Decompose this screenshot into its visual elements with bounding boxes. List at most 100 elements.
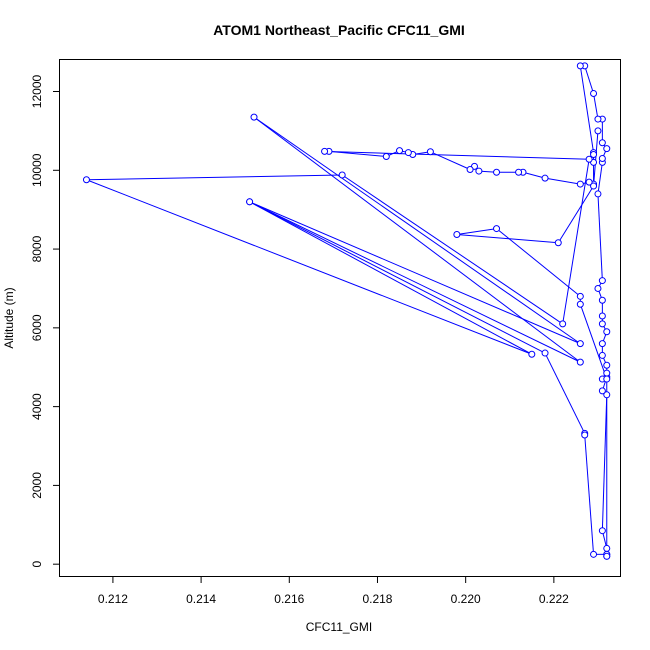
series-segment — [249, 201, 533, 355]
data-point — [404, 149, 412, 157]
series-segment — [579, 304, 608, 380]
series-segment — [253, 116, 581, 345]
data-point — [603, 328, 611, 336]
y-tick-label: 6000 — [30, 314, 44, 341]
data-point — [453, 230, 461, 238]
data-point — [82, 176, 90, 184]
series-segment — [557, 185, 594, 244]
data-point — [515, 168, 523, 176]
data-point — [581, 431, 589, 439]
x-axis: 0.212 0.214 0.216 0.218 0.220 0.222 — [98, 576, 569, 606]
series-segment — [562, 159, 590, 324]
x-tick-label: 0.218 — [362, 592, 392, 606]
data-point — [585, 178, 593, 186]
data-point — [576, 358, 584, 366]
data-point — [598, 320, 606, 328]
data-point — [576, 180, 584, 188]
data-point — [493, 225, 501, 233]
series-segment — [456, 228, 497, 235]
data-point — [250, 113, 258, 121]
data-point — [598, 154, 606, 162]
series-segment — [584, 434, 595, 555]
data-point — [603, 544, 611, 552]
data-point — [594, 284, 602, 292]
series-segment — [601, 394, 608, 531]
data-point — [603, 391, 611, 399]
data-point — [396, 147, 404, 155]
x-tick-label: 0.220 — [451, 592, 481, 606]
data-point — [598, 277, 606, 285]
data-point — [598, 312, 606, 320]
data-point — [598, 387, 606, 395]
y-tick-label: 12000 — [30, 75, 44, 109]
data-point — [475, 167, 483, 175]
series-segment — [579, 65, 595, 153]
series-segment — [597, 162, 603, 194]
y-tick-label: 0 — [30, 561, 44, 568]
x-tick-label: 0.216 — [274, 592, 304, 606]
data-point — [603, 375, 611, 383]
x-tick-label: 0.212 — [98, 592, 128, 606]
y-tick-label: 8000 — [30, 235, 44, 262]
data-point — [576, 300, 584, 308]
x-axis-label: CFC11_GMI — [306, 620, 372, 634]
series-segment — [249, 201, 581, 345]
series-points — [82, 62, 611, 560]
data-point — [590, 182, 598, 190]
data-point — [590, 550, 598, 558]
data-point — [590, 89, 598, 97]
x-tick-label: 0.222 — [539, 592, 569, 606]
y-tick-label: 4000 — [30, 393, 44, 420]
series-segment — [597, 193, 603, 281]
data-point — [466, 166, 474, 174]
data-point — [426, 148, 434, 156]
series-segment — [341, 174, 563, 325]
series-segment — [86, 174, 343, 181]
series-segment — [584, 65, 595, 94]
series-segment — [593, 130, 599, 187]
data-point — [603, 369, 611, 377]
series-segment — [544, 352, 586, 434]
series-segment — [249, 201, 581, 363]
data-point — [382, 153, 390, 161]
series-segment — [253, 116, 581, 363]
data-point — [576, 292, 584, 300]
data-point — [598, 340, 606, 348]
data-point — [603, 145, 611, 153]
series-segment — [86, 179, 532, 355]
plot-frame — [59, 59, 621, 577]
data-point — [338, 171, 346, 179]
series-segment — [593, 93, 599, 120]
x-tick-label: 0.214 — [186, 592, 216, 606]
data-point — [603, 361, 611, 369]
data-point — [321, 147, 329, 155]
data-point — [246, 198, 254, 206]
y-tick-label: 10000 — [30, 153, 44, 187]
data-point — [598, 351, 606, 359]
series-segment — [544, 177, 581, 185]
data-point — [554, 239, 562, 247]
series-segment — [249, 201, 546, 354]
data-point — [590, 151, 598, 159]
data-point — [594, 115, 602, 123]
data-point — [541, 349, 549, 357]
y-axis-label: Altitude (m) — [2, 287, 16, 348]
series-lines — [86, 65, 608, 557]
y-axis: 0 2000 4000 6000 8000 10000 12000 — [30, 75, 60, 568]
series-segment — [456, 233, 559, 244]
data-point — [541, 174, 549, 182]
data-point — [493, 168, 501, 176]
data-point — [585, 155, 593, 163]
data-point — [598, 527, 606, 535]
chart-title: ATOM1 Northeast_Pacific CFC11_GMI — [213, 22, 465, 38]
data-point — [598, 139, 606, 147]
y-tick-label: 2000 — [30, 472, 44, 499]
data-point — [598, 296, 606, 304]
data-point — [576, 62, 584, 70]
data-point — [603, 552, 611, 560]
data-point — [559, 320, 567, 328]
series-segment — [496, 228, 581, 297]
series-segment — [324, 150, 590, 160]
data-point — [528, 350, 536, 358]
